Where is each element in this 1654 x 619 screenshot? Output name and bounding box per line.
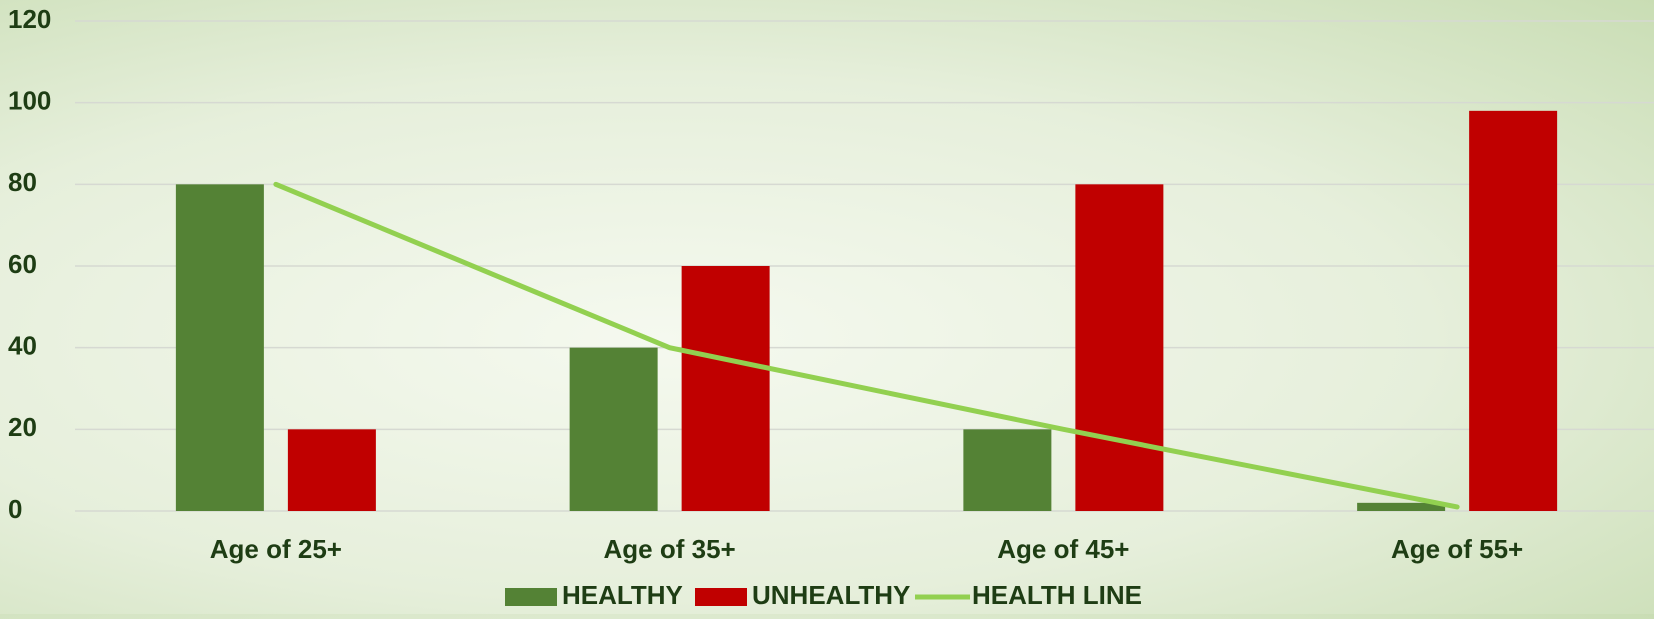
bar <box>682 266 770 511</box>
bar <box>963 429 1051 511</box>
y-tick-label: 40 <box>8 331 37 361</box>
bar <box>1075 184 1163 511</box>
y-tick-label: 120 <box>8 4 51 34</box>
bar <box>176 184 264 511</box>
x-tick-label: Age of 45+ <box>997 534 1129 564</box>
y-tick-label: 60 <box>8 249 37 279</box>
legend-label: UNHEALTHY <box>752 580 910 610</box>
bar <box>1469 111 1557 511</box>
page: 0 20 40 60 80 100 120 Age of 25+ Age of 35+ Age o… <box>0 0 1654 614</box>
legend-label: HEALTHY <box>562 580 683 610</box>
line-series <box>276 184 1457 507</box>
legend-swatch <box>695 588 747 606</box>
y-tick-label: 0 <box>8 494 22 524</box>
y-tick-label: 100 <box>8 86 51 116</box>
legend-swatch <box>505 588 557 606</box>
bar <box>570 348 658 511</box>
y-tick-label: 20 <box>8 412 37 442</box>
x-tick-label: Age of 35+ <box>604 534 736 564</box>
y-tick-label: 80 <box>8 167 37 197</box>
x-tick-label: Age of 25+ <box>210 534 342 564</box>
chart: 0 20 40 60 80 100 120 Age of 25+ Age of 35+ Age o… <box>0 0 1654 614</box>
legend-label: HEALTH LINE <box>972 580 1142 610</box>
x-tick-label: Age of 55+ <box>1391 534 1523 564</box>
bar <box>288 429 376 511</box>
